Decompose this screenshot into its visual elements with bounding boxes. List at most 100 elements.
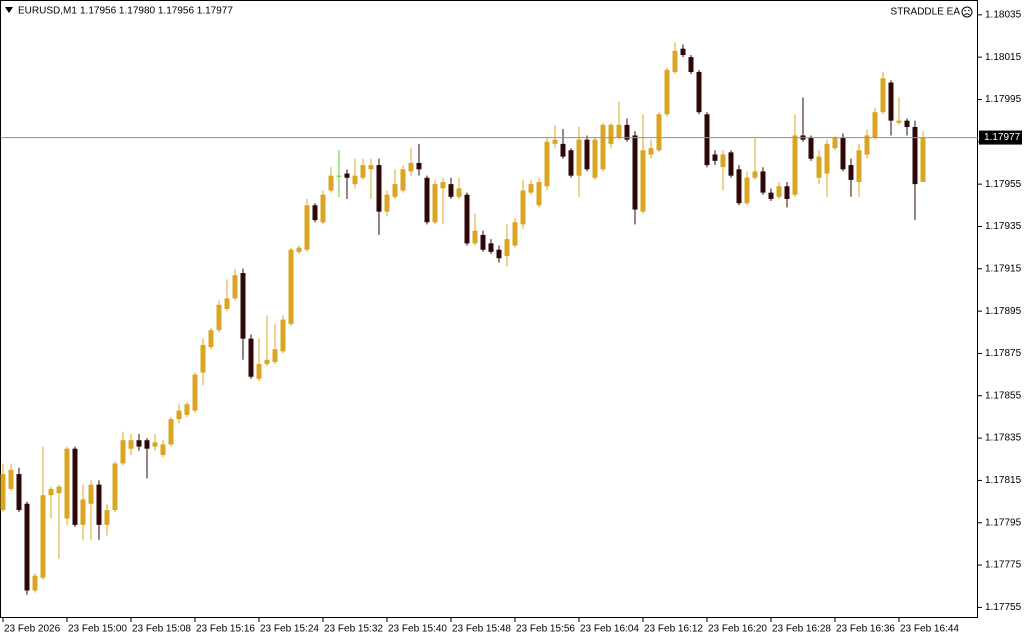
candle-body xyxy=(72,448,78,525)
candle-body xyxy=(88,484,94,504)
candle-body xyxy=(480,234,486,250)
candle-body xyxy=(0,474,6,511)
x-tick-label: 23 Feb 15:32 xyxy=(324,624,383,635)
candle-body xyxy=(792,135,798,195)
candle-body xyxy=(656,114,662,151)
candle-body xyxy=(432,184,438,223)
candle-body xyxy=(304,205,310,250)
candle-body xyxy=(912,126,918,185)
candle-body xyxy=(560,143,566,157)
candle-body xyxy=(904,120,910,127)
collapse-arrow[interactable] xyxy=(5,7,13,13)
candle-body xyxy=(536,182,542,206)
candle-body xyxy=(40,495,46,578)
x-tick-label: 23 Feb 16:12 xyxy=(644,624,703,635)
candle-body xyxy=(248,338,254,377)
candle-body xyxy=(176,410,182,420)
y-tick-label: 1.17935 xyxy=(985,221,1022,232)
candle-body xyxy=(504,239,510,257)
plot-frame xyxy=(0,0,978,618)
candle-body xyxy=(112,463,118,511)
candle-body xyxy=(64,448,70,519)
candle-body xyxy=(840,137,846,170)
candle-body xyxy=(160,444,166,456)
candle-body xyxy=(832,137,838,149)
candle-body xyxy=(264,359,270,365)
y-tick-label: 1.17815 xyxy=(985,475,1022,486)
candle-body xyxy=(200,344,206,373)
candle-body xyxy=(576,139,582,176)
candle-body xyxy=(32,575,38,591)
x-tick-label: 23 Feb 15:08 xyxy=(132,624,191,635)
candle-body xyxy=(144,440,150,449)
y-tick-label: 1.17875 xyxy=(985,348,1022,359)
candle-body xyxy=(408,162,414,172)
candle-body xyxy=(496,249,502,259)
candle-body xyxy=(296,247,302,252)
candle-body xyxy=(256,364,262,379)
candle-body xyxy=(312,205,318,221)
y-tick-label: 1.17795 xyxy=(985,517,1022,528)
candle-body xyxy=(664,69,670,115)
candle-body xyxy=(136,440,142,447)
y-tick-label: 1.17755 xyxy=(985,602,1022,613)
x-tick-label: 23 Feb 16:36 xyxy=(836,624,895,635)
candle-body xyxy=(824,143,830,174)
candle-body xyxy=(272,349,278,362)
candle-body xyxy=(552,139,558,144)
candle-body xyxy=(352,175,358,185)
candle-body xyxy=(848,165,854,180)
x-tick-label: 23 Feb 16:44 xyxy=(900,624,959,635)
candle-body xyxy=(512,222,518,246)
y-tick-label: 1.17995 xyxy=(985,94,1022,105)
candle-body xyxy=(216,304,222,331)
x-tick-label: 23 Feb 15:16 xyxy=(196,624,255,635)
ea-label: STRADDLE EA xyxy=(891,7,961,18)
candle-body xyxy=(280,319,286,352)
candle-body xyxy=(736,169,742,204)
y-tick-label: 1.17855 xyxy=(985,390,1022,401)
x-tick-label: 23 Feb 16:20 xyxy=(708,624,767,635)
candle-body xyxy=(600,124,606,170)
candle-body xyxy=(192,374,198,411)
price-box-label: 1.17977 xyxy=(984,132,1021,143)
candle-body xyxy=(544,141,550,187)
candle-body xyxy=(712,154,718,161)
y-tick-label: 1.17955 xyxy=(985,179,1022,190)
y-tick-label: 1.17775 xyxy=(985,560,1022,571)
candle-body xyxy=(400,169,406,191)
candle-body xyxy=(592,139,598,178)
candle-body xyxy=(528,184,534,193)
candle-body xyxy=(368,165,374,170)
candle-body xyxy=(896,120,902,123)
candle-body xyxy=(16,474,22,511)
candle-body xyxy=(208,330,214,348)
candle-body xyxy=(424,177,430,223)
x-tick-label: 23 Feb 16:04 xyxy=(580,624,639,635)
candle-body xyxy=(632,135,638,210)
candle-body xyxy=(168,419,174,445)
candle-body xyxy=(624,124,630,140)
y-tick-label: 1.18035 xyxy=(985,9,1022,20)
candle-body xyxy=(856,150,862,183)
candle-body xyxy=(336,175,342,177)
candle-body xyxy=(784,186,790,199)
candle-body xyxy=(392,184,398,197)
candle-body xyxy=(24,503,30,591)
candle-body xyxy=(360,165,366,178)
candle-body xyxy=(384,194,390,212)
candle-body xyxy=(8,469,14,489)
candle-body xyxy=(752,171,758,178)
candle-body xyxy=(568,150,574,176)
candle-body xyxy=(56,486,62,494)
x-tick-label: 23 Feb 16:28 xyxy=(772,624,831,635)
candle-body xyxy=(328,175,334,191)
candle-body xyxy=(104,510,110,525)
candle-body xyxy=(816,156,822,178)
candle-body xyxy=(128,440,134,449)
candle-body xyxy=(240,273,246,339)
y-tick-label: 1.17895 xyxy=(985,306,1022,317)
candle-body xyxy=(640,150,646,212)
candle-body xyxy=(232,275,238,299)
